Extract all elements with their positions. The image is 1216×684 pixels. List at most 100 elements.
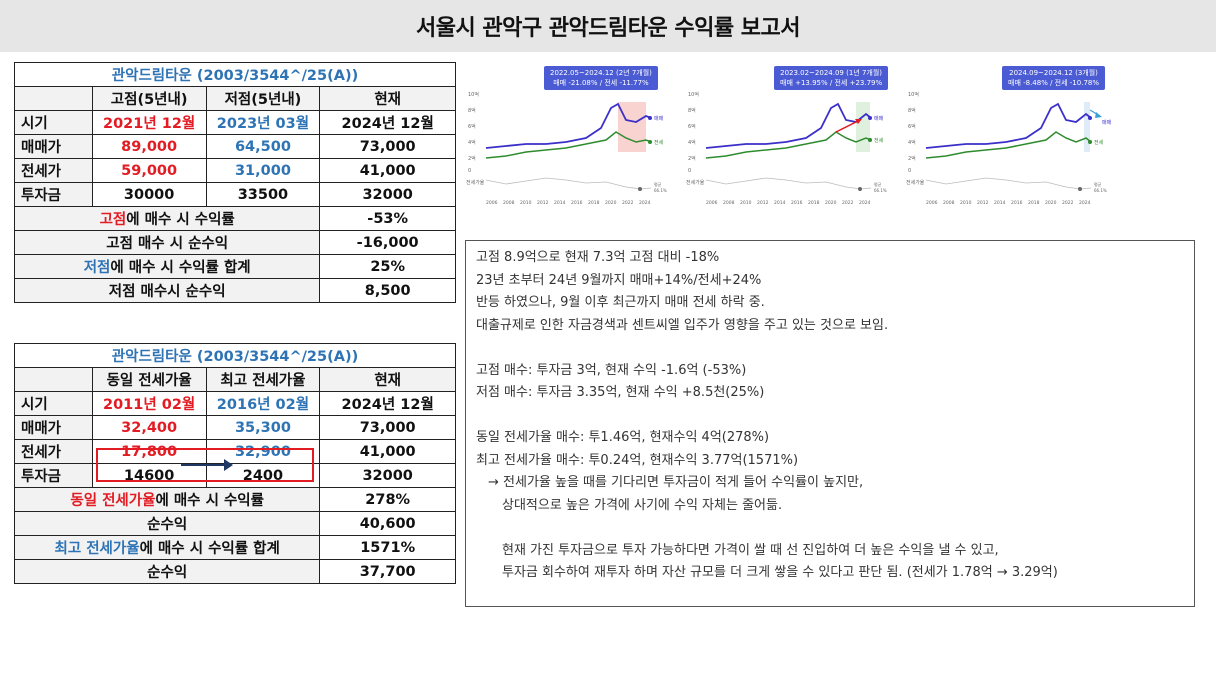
cell-same-period: 2011년 02월 <box>91 391 207 416</box>
y-tick: 10억 <box>468 91 479 98</box>
header-max-ratio: 최고 전세가율 <box>205 367 321 392</box>
peak-trough-table: 관악드림타운 (2003/3544^/25(A)) 고점(5년내) 저점(5년내… <box>13 62 456 303</box>
summary-label-same-net: 순수익 <box>13 511 321 536</box>
x-tick: 2024 <box>639 200 651 206</box>
y-tick: 6억 <box>908 123 916 130</box>
avg-value: 66.1% <box>654 188 667 193</box>
chart-tooltip: 2022.05~2024.12 (2년 7개월) 매매 -21.08% / 전세… <box>544 66 658 90</box>
x-tick: 2008 <box>723 200 735 206</box>
cell-current-investment: 32000 <box>319 463 456 488</box>
summary-label-trough-return: 저점에 매수 시 수익률 합계 <box>13 254 321 279</box>
jeonse-label: 전세 <box>1094 139 1104 146</box>
x-tick: 2008 <box>503 200 515 206</box>
jeonse-arrow-head <box>224 459 233 471</box>
note-line: 23년 초부터 24년 9월까지 매매+14%/전세+24% <box>476 272 762 288</box>
summary-value-trough-return: 25% <box>319 254 456 279</box>
note-line: 고점 8.9억으로 현재 7.3억 고점 대비 -18% <box>476 250 720 265</box>
note-line: 최고 전세가율 매수: 투0.24억, 현재수익 3.77억(1571%) <box>476 452 799 468</box>
jeonse-label: 전세 <box>874 137 884 144</box>
x-tick: 2024 <box>1079 200 1091 206</box>
cell-peak-period: 2021년 12월 <box>91 110 207 135</box>
x-tick: 2012 <box>537 200 549 206</box>
cell-same-sale: 32,400 <box>91 415 207 440</box>
x-tick: 2020 <box>825 200 837 206</box>
y-tick: 6억 <box>688 123 696 130</box>
x-tick: 2024 <box>859 200 871 206</box>
cell-trough-sale: 64,500 <box>205 134 321 159</box>
jeonse-ratio-table: 관악드림타운 (2003/3544^/25(A)) 동일 전세가율 최고 전세가… <box>13 343 456 584</box>
summary-label-peak-net: 고점 매수 시 순수익 <box>13 230 321 255</box>
x-tick: 2006 <box>486 200 498 206</box>
cell-current-jeonse: 41,000 <box>319 158 456 183</box>
y-tick: 10억 <box>688 91 699 98</box>
note-line: 동일 전세가율 매수: 투1.46억, 현재수익 4억(278%) <box>476 430 770 445</box>
y-tick: 2억 <box>688 155 696 162</box>
cell-max-period: 2016년 02월 <box>205 391 321 416</box>
cell-current-sale: 73,000 <box>319 415 456 440</box>
header-trough: 저점(5년내) <box>205 86 321 111</box>
y-tick: 4억 <box>908 139 916 146</box>
avg-value: 66.1% <box>874 188 887 193</box>
avg-value: 66.1% <box>1094 188 1107 193</box>
y-tick: 2억 <box>908 155 916 162</box>
avg-label: 평균 <box>1094 181 1102 187</box>
header-current: 현재 <box>319 86 456 111</box>
price-chart-3: 10억 8억 6억 4억 2억 0 전세가율 매매 전세 평균 66.1% 20… <box>906 62 1126 212</box>
summary-label-trough-net: 저점 매수시 순수익 <box>13 278 321 303</box>
cell-peak-sale: 89,000 <box>91 134 207 159</box>
avg-label: 평균 <box>874 181 882 187</box>
table-title: 관악드림타운 (2003/3544^/25(A)) <box>14 62 456 87</box>
y-tick: 2억 <box>468 155 476 162</box>
x-tick: 2016 <box>1011 200 1023 206</box>
note-line: 상대적으로 높은 가격에 사기에 수익 자체는 줄어듦. <box>502 497 783 513</box>
x-tick: 2012 <box>977 200 989 206</box>
sale-label: 매매 <box>654 115 664 122</box>
sale-label: 매매 <box>874 115 884 122</box>
summary-value-max-net: 37,700 <box>319 559 456 584</box>
cell-peak-investment: 30000 <box>91 182 207 207</box>
row-label-investment: 투자금 <box>14 463 93 488</box>
table-title: 관악드림타운 (2003/3544^/25(A)) <box>14 343 456 368</box>
x-tick: 2014 <box>994 200 1006 206</box>
note-line: 고점 매수: 투자금 3억, 현재 수익 -1.6억 (-53%) <box>476 362 747 378</box>
note-line: 현재 가진 투자금으로 투자 가능하다면 가격이 쌀 때 선 진입하여 더 높은… <box>502 542 999 558</box>
x-tick: 2010 <box>520 200 532 206</box>
chart-tooltip: 2024.09~2024.12 (3개월) 매매 -8.48% / 전세 -10… <box>1002 66 1105 90</box>
summary-value-same-return: 278% <box>319 487 456 512</box>
note-line: 투자금 회수하여 재투자 하며 자산 규모를 더 크게 쌓을 수 있다고 판단 … <box>502 565 1058 580</box>
summary-value-peak-return: -53% <box>319 206 456 231</box>
y-tick: 8억 <box>468 107 476 114</box>
row-label-jeonse: 전세가 <box>14 439 93 464</box>
header-empty <box>14 367 93 392</box>
y-tick: 4억 <box>688 139 696 146</box>
cell-current-investment: 32000 <box>319 182 456 207</box>
y-tick: 10억 <box>908 91 919 98</box>
title-bar: 서울시 관악구 관악드림타운 수익률 보고서 <box>0 0 1216 52</box>
note-line: 대출규제로 인한 자금경색과 센트씨엘 입주가 영향을 주고 있는 것으로 보임… <box>476 317 889 333</box>
cell-max-sale: 35,300 <box>205 415 321 440</box>
y-tick: 4억 <box>468 139 476 146</box>
y-tick: 6억 <box>468 123 476 130</box>
jeonse-arrow <box>181 464 227 466</box>
x-tick: 2010 <box>960 200 972 206</box>
x-tick: 2016 <box>791 200 803 206</box>
x-tick: 2014 <box>774 200 786 206</box>
ratio-label: 전세가율 <box>906 179 925 186</box>
summary-label-max-return: 최고 전세가율에 매수 시 수익률 합계 <box>13 535 321 560</box>
cell-current-sale: 73,000 <box>319 134 456 159</box>
x-tick: 2018 <box>808 200 820 206</box>
y-tick: 0 <box>688 168 691 174</box>
x-tick: 2008 <box>943 200 955 206</box>
summary-value-max-return: 1571% <box>319 535 456 560</box>
x-tick: 2016 <box>571 200 583 206</box>
summary-label-same-return: 동일 전세가율에 매수 시 수익률 <box>13 487 321 512</box>
cell-max-investment: 2400 <box>205 463 321 488</box>
row-label-sale-price: 매매가 <box>14 415 93 440</box>
x-tick: 2006 <box>706 200 718 206</box>
summary-value-trough-net: 8,500 <box>319 278 456 303</box>
y-tick: 8억 <box>688 107 696 114</box>
x-tick: 2018 <box>588 200 600 206</box>
cell-current-jeonse: 41,000 <box>319 439 456 464</box>
x-tick: 2018 <box>1028 200 1040 206</box>
x-tick: 2022 <box>1062 200 1074 206</box>
